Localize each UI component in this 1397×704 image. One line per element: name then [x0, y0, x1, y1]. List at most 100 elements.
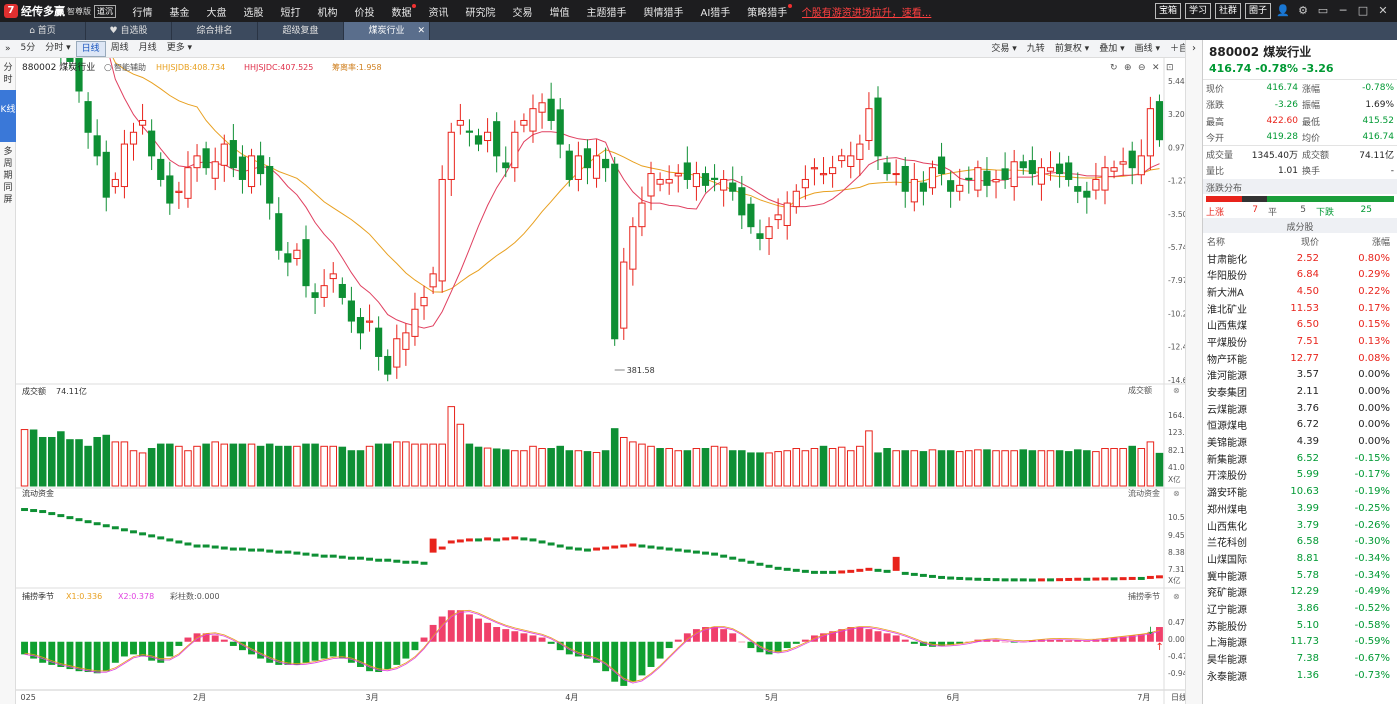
community-button[interactable]: 社群 — [1214, 3, 1241, 19]
volume-bar — [1146, 441, 1155, 487]
osc-bar — [238, 641, 246, 651]
col-price[interactable]: 现价 — [1300, 237, 1319, 248]
volume-bar — [238, 443, 247, 487]
tool-button[interactable]: 前复权 ▾ — [1054, 44, 1090, 54]
flow-bar — [184, 542, 192, 546]
tool-button[interactable]: 九转 — [1026, 44, 1045, 54]
period-button[interactable]: 日线 — [75, 40, 106, 57]
flow-bar — [1010, 578, 1018, 582]
menu-item[interactable]: 基金 — [169, 7, 190, 19]
close-icon[interactable]: ✕ — [1378, 4, 1388, 17]
tab-item[interactable]: 煤炭行业 ✕ — [344, 22, 430, 40]
menu-item[interactable]: 交易 — [512, 7, 533, 19]
maximize-icon[interactable]: □ — [1357, 4, 1369, 17]
osc-bar — [892, 635, 900, 642]
stock-row[interactable]: 潞安环能 10.63 -0.19% — [1203, 483, 1397, 500]
candle — [674, 164, 682, 193]
menu-item[interactable]: AI猎手 — [700, 7, 731, 19]
menu-item[interactable]: 行情 — [132, 7, 153, 19]
stock-row[interactable]: 山西焦煤 6.50 0.15% — [1203, 316, 1397, 333]
stock-row[interactable]: 永泰能源 1.36 -0.73% — [1203, 667, 1397, 684]
menu-item[interactable]: 数据 — [383, 3, 420, 19]
period-button[interactable]: 更多 ▾ — [166, 42, 193, 53]
treasure-button[interactable]: 宝箱 — [1154, 3, 1181, 19]
stock-row[interactable]: 美锦能源 4.39 0.00% — [1203, 433, 1397, 450]
stock-row[interactable]: 安泰集团 2.11 0.00% — [1203, 383, 1397, 400]
stock-row[interactable]: 兖矿能源 12.29 -0.49% — [1203, 583, 1397, 600]
minimize-icon[interactable]: ─ — [1339, 4, 1347, 17]
stock-row[interactable]: 山西焦化 3.79 -0.26% — [1203, 517, 1397, 534]
window-icon[interactable]: ▭ — [1317, 4, 1329, 17]
stock-row[interactable]: 物产环能 12.77 0.08% — [1203, 350, 1397, 367]
view-tab[interactable]: 分时 — [3, 63, 13, 85]
close-tab-icon[interactable]: ✕ — [417, 26, 425, 36]
stock-row[interactable]: 新大洲A 4.50 0.22% — [1203, 283, 1397, 300]
stock-row[interactable]: 辽宁能源 3.86 -0.52% — [1203, 600, 1397, 617]
news-ticker[interactable]: 个股有游资进场拉升，速看... — [801, 7, 932, 19]
gear-icon[interactable]: ⚙ — [1298, 4, 1308, 17]
tool-button[interactable]: 叠加 ▾ — [1099, 44, 1125, 54]
col-name[interactable]: 名称 — [1207, 237, 1226, 248]
period-button[interactable]: 5分 — [20, 42, 36, 53]
tab-item[interactable]: ♥ 自选股 — [86, 22, 172, 40]
flow-bar — [1092, 577, 1100, 581]
app-logo[interactable]: 7 经传多赢 智尊版 道沉 — [0, 3, 120, 19]
stock-name: 山西焦煤 — [1207, 321, 1247, 333]
menu-item[interactable]: 策略猎手 — [739, 3, 796, 19]
volume-bar — [765, 452, 773, 487]
stock-row[interactable]: 兰花科创 6.58 -0.30% — [1203, 533, 1397, 550]
period-button[interactable]: 周线 — [110, 42, 129, 53]
menu-item[interactable]: 资讯 — [428, 7, 449, 19]
stock-row[interactable]: 淮河能源 3.57 0.00% — [1203, 367, 1397, 384]
osc-bar — [456, 610, 464, 642]
osc-bar — [157, 641, 165, 663]
stock-row[interactable]: 郑州煤电 3.99 -0.25% — [1203, 500, 1397, 517]
stock-row[interactable]: 苏能股份 5.10 -0.58% — [1203, 617, 1397, 634]
stock-row[interactable]: 新集能源 6.52 -0.15% — [1203, 450, 1397, 467]
stock-row[interactable]: 华阳股份 6.84 0.29% — [1203, 266, 1397, 283]
flow-bar — [411, 560, 419, 564]
tab-item[interactable]: 超级复盘 — [258, 22, 344, 40]
stock-row[interactable]: 山煤国际 8.81 -0.34% — [1203, 550, 1397, 567]
stock-row[interactable]: 昊华能源 7.38 -0.67% — [1203, 650, 1397, 667]
menu-item[interactable]: 选股 — [243, 7, 264, 19]
stock-row[interactable]: 淮北矿业 11.53 0.17% — [1203, 300, 1397, 317]
stock-row[interactable]: 甘肃能化 2.52 0.80% — [1203, 250, 1397, 267]
view-tab[interactable]: K线 — [0, 90, 16, 142]
learn-button[interactable]: 学习 — [1184, 3, 1211, 19]
menu-item[interactable]: 短打 — [280, 7, 301, 19]
volume-bar — [156, 443, 165, 487]
circle-button[interactable]: 圈子 — [1244, 3, 1271, 19]
osc-bar — [257, 641, 265, 659]
stock-row[interactable]: 云煤能源 3.76 0.00% — [1203, 400, 1397, 417]
tool-button[interactable]: ＋自选 — [1169, 44, 1197, 54]
menu-item[interactable]: 增值 — [549, 7, 570, 19]
view-tab[interactable]: 多周期同屏 — [3, 147, 13, 205]
tab-item[interactable]: ⌂ 首页 — [0, 22, 86, 40]
osc-bar — [910, 641, 918, 644]
collapse-icon[interactable]: › — [1192, 43, 1196, 54]
stock-row[interactable]: 开滦股份 5.99 -0.17% — [1203, 467, 1397, 484]
menu-item[interactable]: 舆情猎手 — [643, 7, 684, 19]
menu-item[interactable]: 研究院 — [465, 7, 496, 19]
tool-button[interactable]: 交易 ▾ — [991, 44, 1017, 54]
stock-row[interactable]: 平煤股份 7.51 0.13% — [1203, 333, 1397, 350]
menu-item[interactable]: 机构 — [317, 7, 338, 19]
osc-bar — [883, 633, 891, 642]
tab-item[interactable]: 综合排名 — [172, 22, 258, 40]
user-icon[interactable]: 👤 — [1276, 4, 1290, 17]
period-button[interactable]: 分时 ▾ — [45, 42, 71, 53]
candle — [574, 141, 582, 192]
menu-item[interactable]: 主题猎手 — [586, 7, 627, 19]
stock-row[interactable]: 恒源煤电 6.72 0.00% — [1203, 417, 1397, 434]
period-button[interactable]: 月线 — [138, 42, 157, 53]
stock-row[interactable]: 冀中能源 5.78 -0.34% — [1203, 567, 1397, 584]
menu-item[interactable]: 大盘 — [206, 7, 227, 19]
expand-icon[interactable]: » — [5, 43, 11, 54]
osc-axis-label: -0.94 — [1168, 669, 1185, 678]
stock-row[interactable]: 上海能源 11.73 -0.59% — [1203, 634, 1397, 651]
tool-button[interactable]: 画线 ▾ — [1134, 44, 1160, 54]
col-change[interactable]: 涨幅 — [1371, 237, 1390, 248]
menu-item[interactable]: 价投 — [354, 7, 375, 19]
